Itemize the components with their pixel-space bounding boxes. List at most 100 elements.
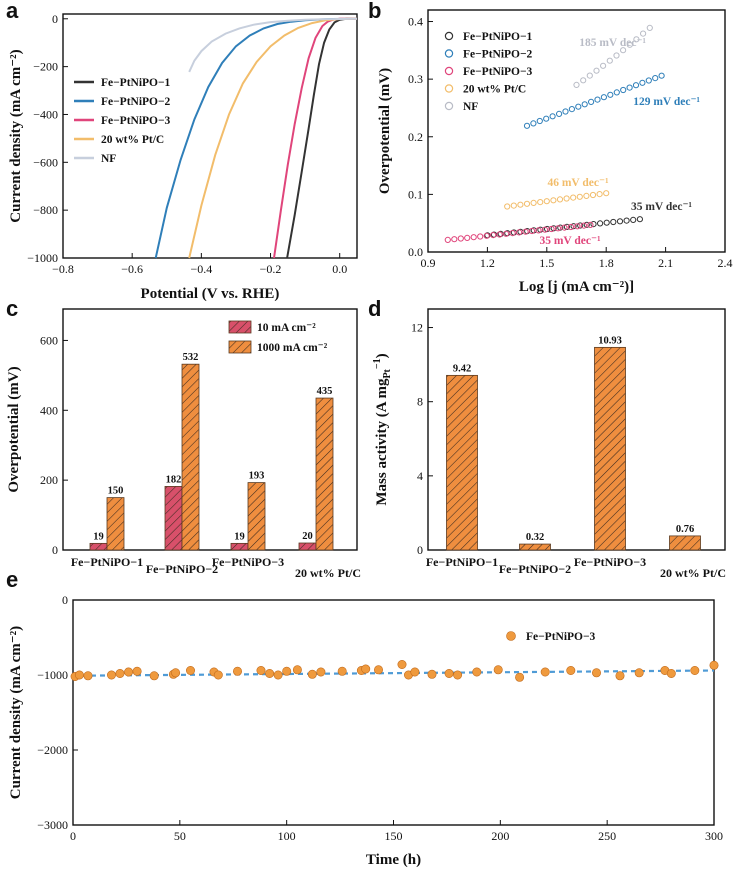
mass-activity-bar (446, 374, 478, 551)
tafel-point (586, 72, 593, 79)
tafel-point (554, 225, 562, 232)
legend-marker (444, 101, 454, 111)
x-tick-label: 1.2 (480, 256, 495, 270)
stability-point (709, 660, 719, 670)
y-tick-label: −800 (33, 203, 58, 217)
tafel-point (577, 222, 584, 229)
y-tick-label: 0.3 (408, 72, 423, 86)
tafel-point (587, 221, 594, 228)
tafel-point (606, 57, 613, 64)
y-tick-label: 0 (417, 543, 423, 557)
x-tick-label: −0.4 (190, 262, 212, 276)
tafel-point (528, 227, 536, 235)
y-tick-label: 0 (62, 593, 68, 607)
legend-marker (444, 84, 454, 93)
x-tick-label: 0 (70, 829, 76, 843)
category-label: 20 wt% Pt/C (660, 566, 726, 580)
tafel-point (580, 222, 588, 229)
bar-value-label: 532 (183, 352, 199, 363)
tafel-point (517, 201, 524, 208)
x-tick-label: 150 (385, 829, 403, 843)
x-tick-label: 100 (278, 829, 296, 843)
x-tick-label: 0.0 (332, 262, 347, 276)
panel-e-stability-chart: 0 50 100 150 200 250 300 0 −1000 −2000 −3000 Time (… (8, 593, 723, 868)
y-tick-label: −200 (33, 60, 58, 74)
tafel-point (596, 191, 603, 198)
tafel-point (575, 103, 582, 110)
y-axis-title: Overpotential (mV) (377, 68, 393, 194)
tafel-point (594, 96, 601, 103)
stability-point (690, 665, 700, 675)
stability-point (186, 665, 196, 675)
stability-point (427, 669, 437, 679)
panel-a-lsv-chart: −0.8 −0.6 −0.4 −0.2 0.0 0 −200 −400 −600 −800 −100… (8, 12, 358, 302)
tafel-slope-label: 46 mV dec⁻¹ (547, 177, 608, 189)
tafel-point (588, 98, 595, 106)
stability-point (472, 667, 482, 677)
tafel-point (620, 47, 627, 54)
x-tick-label: 1.5 (539, 256, 554, 270)
tafel-point (626, 41, 633, 48)
category-label: Fe−PtNiPO−1 (426, 555, 498, 569)
stability-point (410, 667, 420, 677)
series-line-2 (154, 17, 358, 259)
tafel-point (567, 223, 575, 231)
tafel-point (537, 199, 544, 206)
tafel-point (543, 115, 550, 122)
tafel-point (581, 101, 588, 108)
tafel-point (597, 220, 604, 227)
panel-e-plot-frame (72, 599, 715, 826)
x-axis-title: Potential (V vs. RHE) (141, 286, 280, 302)
stability-point (124, 667, 134, 677)
legend-label: Fe−PtNiPO−3 (526, 631, 596, 643)
x-tick-label: 50 (174, 829, 186, 843)
tafel-slope-label: 129 mV dec⁻¹ (633, 96, 700, 108)
tafel-point (600, 62, 607, 69)
y-axis-title: Mass activity (A mgPt−1) (372, 353, 393, 505)
y-tick-label: 4 (417, 469, 423, 483)
panel-d-mass-activity-bars: 0 4 8 12 Mass activity (A mgPt−1) 9.42 Fe−PtNi… (372, 308, 726, 580)
stability-point (515, 672, 525, 682)
legend-marker (444, 31, 454, 41)
tafel-point (504, 203, 511, 210)
y-tick-label: −600 (33, 155, 58, 169)
tafel-point (562, 108, 569, 115)
stability-point (83, 671, 93, 681)
x-tick-label: −0.2 (260, 262, 282, 276)
tafel-point (613, 89, 620, 96)
y-axis-title: Overpotential (mV) (6, 366, 22, 492)
y-tick-label: 12 (411, 321, 423, 335)
panel-b-tafel-chart: 0.9 1.2 1.5 1.8 2.1 2.4 0.0 0.1 0.2 0.3 0.4 Log [j … (377, 9, 733, 295)
bar-1000mA (247, 482, 266, 551)
tafel-point (580, 77, 587, 84)
stability-point (282, 666, 292, 676)
y-axis-title: Current density (mA cm⁻²) (8, 49, 24, 222)
tafel-point (603, 219, 610, 226)
stability-point (397, 659, 407, 669)
legend-label: 20 wt% Pt/C (463, 84, 526, 96)
bar-value-label: 193 (249, 471, 265, 482)
tafel-point (516, 229, 523, 236)
bar-10mA (298, 542, 317, 551)
y-tick-label: 400 (40, 403, 58, 417)
panel-label-a: a (6, 0, 19, 23)
category-label: Fe−PtNiPO−2 (499, 562, 571, 576)
stability-point (132, 666, 142, 676)
y-tick-label: 0.0 (408, 245, 423, 259)
panel-c-overpotential-bars: 0 200 400 600 Overpotential (mV) 19 150 Fe−PtNi… (6, 308, 361, 580)
tafel-point (645, 77, 652, 84)
legend-label: NF (463, 101, 478, 113)
series-line-5 (188, 17, 358, 73)
y-tick-label: 8 (417, 395, 423, 409)
bar-10mA (230, 542, 249, 551)
legend-label: Fe−PtNiPO−3 (463, 66, 533, 78)
trend-line (72, 669, 715, 677)
tafel-point (522, 228, 529, 235)
legend-label: Fe−PtNiPO−3 (101, 115, 171, 127)
y-tick-label: 0 (52, 12, 58, 26)
stability-point (493, 665, 503, 675)
tafel-point (589, 191, 597, 199)
panel-label-d: d (368, 296, 381, 321)
mass-activity-bar (669, 535, 701, 551)
